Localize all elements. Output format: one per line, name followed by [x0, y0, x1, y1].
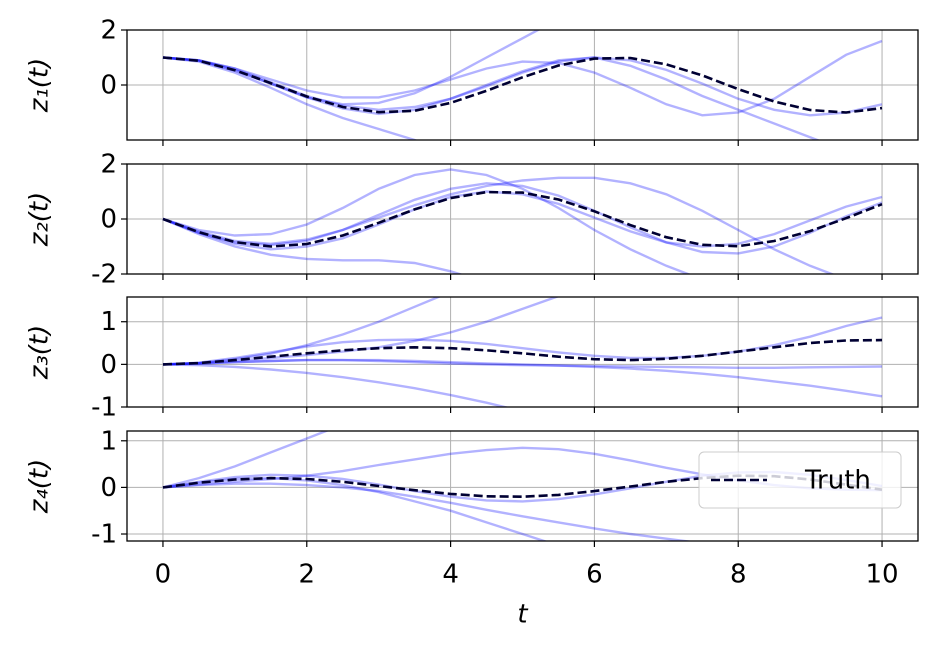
y-tick-label: 0 — [100, 350, 117, 380]
x-tick-label: 6 — [586, 560, 603, 590]
x-tick-label: 2 — [298, 560, 315, 590]
axes-frame — [126, 29, 919, 141]
sample-line — [162, 358, 883, 369]
x-tick-label: 8 — [730, 560, 747, 590]
y-tick-label: 1 — [100, 426, 117, 456]
sample-line — [162, 316, 883, 366]
subplot: -2 0 2 z₂(t) — [25, 150, 919, 290]
plot-area — [162, 30, 883, 140]
sample-line — [162, 56, 418, 140]
y-tick-label: -1 — [91, 393, 117, 423]
plot-area — [162, 297, 883, 407]
truth-line — [162, 190, 883, 248]
sample-line — [162, 39, 883, 117]
y-axis-label: z₃(t) — [25, 325, 55, 381]
sample-line — [162, 297, 442, 366]
legend: Truth — [698, 451, 902, 509]
y-tick-label: 1 — [100, 307, 117, 337]
sample-line — [162, 56, 883, 117]
sample-line — [162, 358, 883, 398]
y-axis-label: z₄(t) — [25, 459, 55, 515]
plot-area — [162, 168, 883, 274]
sample-line — [162, 190, 883, 251]
y-tick-label: 0 — [100, 205, 117, 235]
legend-box — [698, 451, 902, 509]
subplot: -1 0 1 z₃(t) — [25, 296, 919, 423]
subplot: 0 2 4 6 8 10 -1 0 1 z₄(t) t Truth — [25, 426, 919, 630]
x-tick-label: 10 — [865, 560, 898, 590]
axes-frame — [126, 163, 919, 275]
y-tick-label: 0 — [100, 71, 117, 101]
truth-line — [162, 338, 883, 366]
axes-frame — [126, 430, 919, 542]
truth-line — [162, 56, 883, 114]
sample-line — [162, 217, 464, 274]
y-tick-label: 2 — [100, 150, 117, 180]
y-tick-label: -2 — [91, 260, 117, 290]
y-tick-label: 2 — [100, 16, 117, 46]
x-tick-label: 4 — [442, 560, 459, 590]
x-axis-label: t — [517, 600, 528, 630]
y-axis-label: z₁(t) — [25, 58, 55, 114]
y-tick-label: 0 — [100, 473, 117, 503]
sample-line — [162, 482, 694, 541]
sample-line — [162, 168, 692, 274]
sample-line — [162, 363, 510, 407]
sample-line — [162, 182, 883, 255]
subplot: 0 2 z₁(t) — [25, 16, 919, 146]
sample-line — [162, 297, 560, 366]
y-tick-label: -1 — [91, 520, 117, 550]
sample-line — [162, 431, 330, 489]
y-axis-label: z₂(t) — [25, 192, 55, 248]
axes-frame — [126, 296, 919, 408]
x-tick-label: 0 — [155, 560, 172, 590]
legend-label: Truth — [804, 466, 871, 496]
